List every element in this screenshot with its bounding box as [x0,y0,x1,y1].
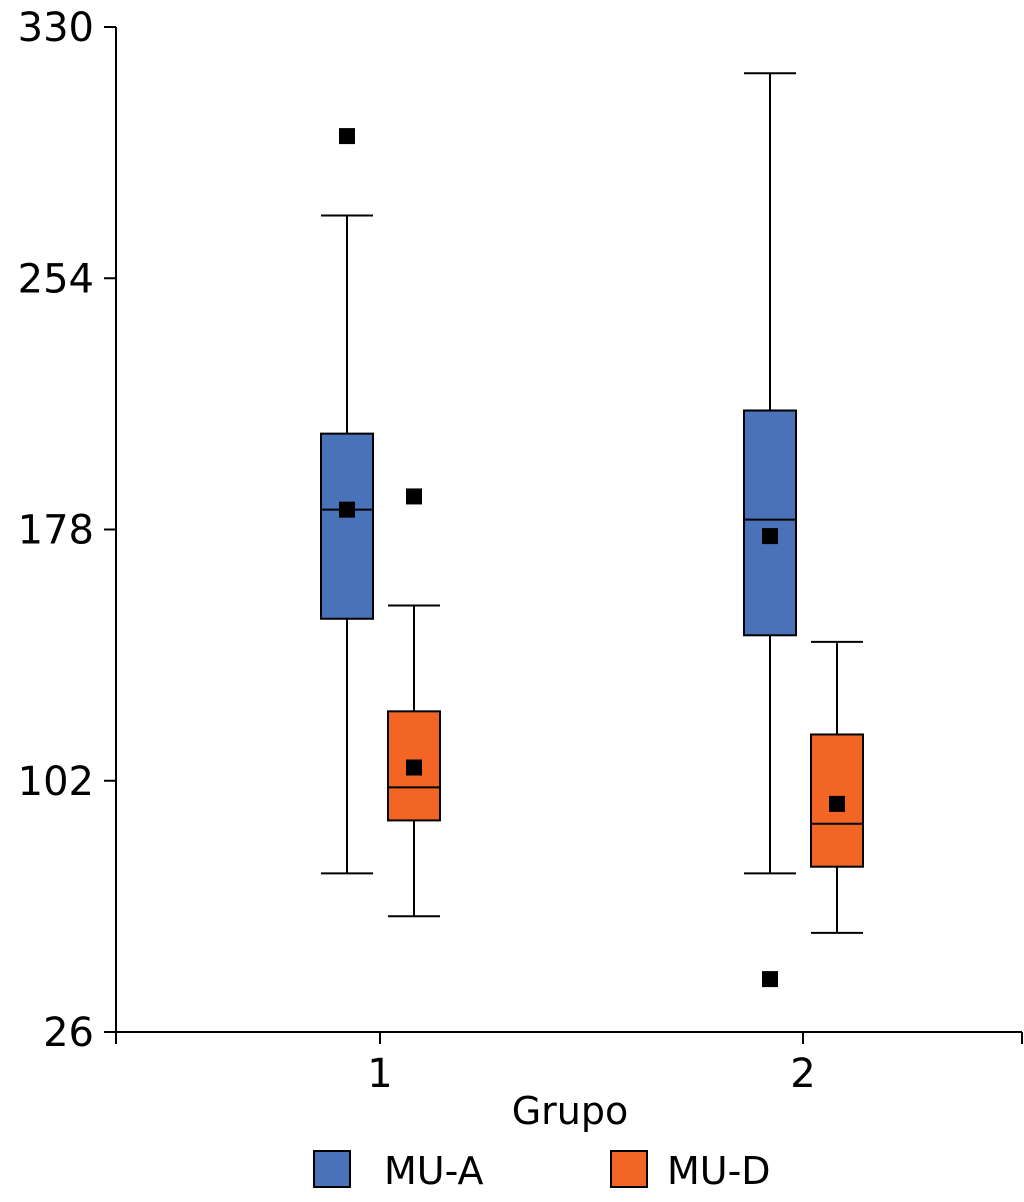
outlier-point [339,128,355,145]
legend: MU-A MU-D [313,1149,771,1193]
box-group [387,488,441,918]
legend-swatch [313,1150,351,1188]
y-tick-label: 330 [18,5,94,51]
mean-marker [762,528,778,545]
y-tick-label: 254 [18,256,94,302]
x-axis-title: Grupo [512,1089,629,1133]
outlier-point [762,971,778,988]
x-tick-label: 2 [790,1051,815,1097]
x-tick-label: 1 [367,1051,392,1097]
box-iqr [320,432,374,620]
box-iqr [743,409,797,637]
legend-label: MU-A [384,1149,483,1193]
y-tick-label: 102 [18,759,94,805]
outlier-point [406,488,422,505]
mean-marker [406,759,422,776]
y-ticks: 26 102 178 254 330 [18,5,116,1056]
mean-marker [339,501,355,518]
y-tick-label: 26 [43,1010,94,1056]
box-group [810,640,864,934]
y-tick-label: 178 [18,508,94,554]
legend-item: MU-D [610,1149,771,1193]
box-group [743,72,797,988]
box-group [320,128,374,875]
axes [115,27,1022,1033]
mean-marker [829,795,845,812]
legend-swatch [610,1150,648,1188]
legend-label: MU-D [667,1149,771,1193]
plot-area [320,72,864,988]
legend-item: MU-A [313,1149,483,1193]
